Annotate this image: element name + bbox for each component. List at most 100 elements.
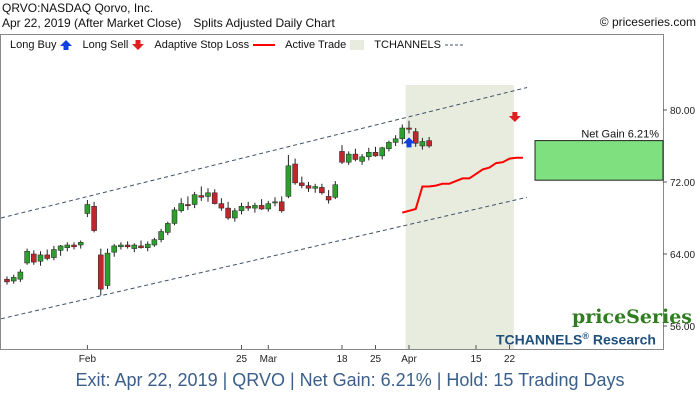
research-suffix: Research xyxy=(592,331,656,348)
header-date: Apr 22, 2019 (After Market Close) xyxy=(2,16,182,30)
legend-active-trade-label: Active Trade xyxy=(285,39,347,51)
candle-body xyxy=(24,251,30,264)
candle-body xyxy=(372,152,379,157)
x-tick-label: 25 xyxy=(370,354,382,365)
candle-body xyxy=(124,244,131,248)
candle-body xyxy=(10,277,17,282)
candle-body xyxy=(278,201,285,212)
candle-body xyxy=(245,206,251,209)
legend: Long Buy Long Sell Adaptive Stop Loss Ac… xyxy=(10,38,473,52)
y-tick-label: 80.00 xyxy=(670,106,695,117)
candle-body xyxy=(64,244,71,248)
trade-summary-footer: Exit: Apr 22, 2019 | QRVO | Net Gain: 6.… xyxy=(75,370,625,390)
candle-body xyxy=(118,244,124,248)
legend-long-sell: Long Sell xyxy=(82,39,145,51)
sell-arrow-icon xyxy=(508,112,521,122)
candle-body xyxy=(392,138,399,143)
candle-body xyxy=(379,147,385,157)
candle-body xyxy=(339,151,345,163)
down-arrow-icon xyxy=(132,40,145,50)
candle-body xyxy=(252,205,258,209)
candle-body xyxy=(57,245,64,251)
buy-arrow-icon xyxy=(403,137,415,148)
candle-body xyxy=(332,184,339,198)
active-trade-shade xyxy=(405,85,514,349)
candle-body xyxy=(165,223,171,233)
channel-lower-line xyxy=(0,196,528,320)
candle-body xyxy=(258,205,265,210)
candle-body xyxy=(305,185,312,189)
net-gain-label: Net Gain 6.21% xyxy=(581,129,659,141)
tchannels-research-logo: TCHANNELS® Research xyxy=(496,331,656,348)
x-tick-label: Feb xyxy=(79,354,97,365)
candle-body xyxy=(325,196,332,201)
x-tick-label: Apr xyxy=(401,354,417,365)
candle-body xyxy=(366,152,372,158)
candle-body xyxy=(77,242,84,246)
candle-body xyxy=(178,203,184,212)
candle-body xyxy=(144,243,151,248)
net-gain-box xyxy=(534,140,664,181)
candle-body xyxy=(399,127,406,140)
candle-body xyxy=(272,201,278,204)
candle-body xyxy=(4,278,10,283)
candle-body xyxy=(98,254,104,290)
legend-long-buy-label: Long Buy xyxy=(10,39,57,51)
candle-body xyxy=(292,163,298,184)
candle-body xyxy=(412,131,419,144)
header-chart-kind: Splits Adjusted Daily Chart xyxy=(193,16,335,30)
candle-body xyxy=(198,195,205,198)
adaptive-stop-line xyxy=(402,156,523,214)
candle-body xyxy=(171,209,178,224)
red-line-swatch xyxy=(253,44,276,46)
candle-body xyxy=(299,182,305,186)
candle-body xyxy=(104,252,111,286)
candle-body xyxy=(44,254,50,259)
candle-body xyxy=(205,192,211,197)
research-name: TCHANNELS xyxy=(496,331,583,348)
dashed-line-swatch xyxy=(444,44,463,46)
candle-body xyxy=(285,165,292,197)
y-tick-label: 64.00 xyxy=(670,250,695,261)
copyright: © priceseries.com xyxy=(599,15,696,29)
y-tick-label: 56.00 xyxy=(670,322,695,333)
candle-body xyxy=(238,206,245,212)
legend-adaptive-stop-label: Adaptive Stop Loss xyxy=(154,39,250,51)
candle-body xyxy=(386,142,392,149)
plot-area xyxy=(0,34,664,350)
x-tick-label: 25 xyxy=(236,354,248,365)
candle-body xyxy=(191,194,198,205)
candle-body xyxy=(37,254,44,262)
candle-body xyxy=(345,153,352,163)
shade-swatch xyxy=(350,40,365,50)
header-date-line: Apr 22, 2019 (After Market Close) Splits … xyxy=(2,16,335,30)
channel-upper-line xyxy=(0,87,528,219)
candle-body xyxy=(17,271,24,280)
candle-body xyxy=(51,249,57,258)
x-tick-label: 15 xyxy=(470,354,482,365)
candle-body xyxy=(84,204,91,214)
candle-body xyxy=(359,156,365,162)
x-tick-label: Mar xyxy=(260,354,278,365)
legend-tchannels: TCHANNELS xyxy=(374,39,463,51)
candle-body xyxy=(218,203,225,209)
candle-body xyxy=(312,186,318,189)
priceseries-logo: priceSeries xyxy=(572,306,692,328)
candle-body xyxy=(419,141,426,147)
candle-body xyxy=(232,210,238,219)
candle-body xyxy=(111,245,117,253)
candle-body xyxy=(211,192,218,204)
candle-body xyxy=(91,206,97,231)
legend-adaptive-stop: Adaptive Stop Loss xyxy=(154,39,276,51)
candle-body xyxy=(71,244,77,248)
x-tick-label: 22 xyxy=(504,354,516,365)
candle-body xyxy=(31,253,37,263)
legend-tchannels-label: TCHANNELS xyxy=(374,39,441,51)
y-tick-label: 72.00 xyxy=(670,178,695,189)
candle-body xyxy=(158,231,164,240)
up-arrow-icon xyxy=(60,40,73,50)
candle-body xyxy=(225,207,231,219)
candle-body xyxy=(426,140,432,147)
x-tick-label: 18 xyxy=(336,354,348,365)
candle-body xyxy=(352,153,359,160)
